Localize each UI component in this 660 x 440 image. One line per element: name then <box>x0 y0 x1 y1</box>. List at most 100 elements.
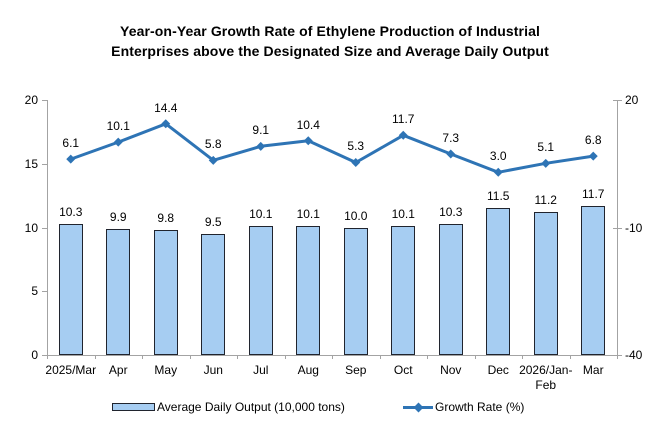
legend-label-average-daily-output: Average Daily Output (10,000 tons) <box>157 400 345 414</box>
bar-value-label: 10.0 <box>344 208 368 223</box>
bar-value-label: 9.8 <box>157 211 175 226</box>
left-axis-tick-label: 10 <box>24 220 38 235</box>
x-axis-tick <box>237 355 238 359</box>
line-value-label: 6.1 <box>62 136 80 151</box>
x-axis-category-label: Dec <box>487 363 509 377</box>
x-axis-tick <box>47 355 48 359</box>
x-axis-category-label: 2026/Jan- Feb <box>519 363 573 392</box>
line-point-marker <box>588 151 598 161</box>
x-axis-category-label: Oct <box>393 363 413 377</box>
line-value-label: 14.4 <box>154 100 178 115</box>
x-axis-category-label: Jun <box>203 363 223 377</box>
bar <box>153 230 178 355</box>
line-point-marker <box>256 141 266 151</box>
line-value-label: 9.1 <box>252 123 270 138</box>
left-axis-tick <box>42 291 48 292</box>
bar-value-label: 10.1 <box>296 207 320 222</box>
growth-rate-line <box>69 122 595 174</box>
line-point-marker <box>113 137 123 147</box>
x-axis-tick <box>332 355 333 359</box>
bar <box>201 233 226 355</box>
line-value-label: 11.7 <box>392 112 415 127</box>
line-value-label: 5.1 <box>537 140 555 155</box>
bar <box>391 226 416 355</box>
line-point-marker <box>541 158 551 168</box>
line-swatch-icon <box>403 400 433 414</box>
left-y-axis <box>47 100 48 355</box>
bar-value-label: 11.7 <box>582 186 605 201</box>
x-axis-tick <box>142 355 143 359</box>
line-value-label: 10.1 <box>106 119 130 134</box>
bar <box>343 227 368 355</box>
chart-title-line1: Year-on-Year Growth Rate of Ethylene Pro… <box>120 23 540 39</box>
bar-value-label: 10.1 <box>249 207 273 222</box>
bar-value-label: 9.5 <box>204 214 222 229</box>
bar <box>58 223 83 355</box>
line-point-marker <box>303 136 313 146</box>
x-axis-category-label: 2025/Mar <box>45 363 97 377</box>
legend-item-growth-rate: Growth Rate (%) <box>403 400 524 414</box>
x-axis-category-label: Sep <box>345 363 367 377</box>
left-axis-tick <box>42 228 48 229</box>
right-axis-tick <box>613 100 622 101</box>
bar <box>106 228 131 355</box>
x-axis-tick <box>570 355 571 359</box>
x-axis-tick <box>475 355 476 359</box>
left-axis-tick-label: 15 <box>24 156 38 171</box>
x-axis-tick <box>522 355 523 359</box>
right-axis-tick-label: 20 <box>625 93 639 107</box>
left-axis-tick-label: 20 <box>24 93 38 107</box>
x-axis-category-label: Nov <box>440 363 462 377</box>
legend-label-growth-rate: Growth Rate (%) <box>435 400 525 414</box>
line-value-label: 5.3 <box>347 139 365 154</box>
bar-value-label: 10.3 <box>439 204 463 219</box>
x-axis-tick <box>427 355 428 359</box>
line-point-marker <box>446 149 456 159</box>
right-axis-tick-label: -40 <box>625 348 643 362</box>
bar <box>438 223 463 355</box>
left-axis-tick <box>42 355 48 356</box>
x-axis-category-label: Aug <box>297 363 319 377</box>
bar-value-label: 10.1 <box>391 207 415 222</box>
left-axis-tick-label: 5 <box>31 284 38 299</box>
bar <box>486 208 511 355</box>
bar-value-label: 9.9 <box>109 209 127 224</box>
x-axis-tick <box>285 355 286 359</box>
x-axis-tick <box>190 355 191 359</box>
bar-swatch-icon <box>112 403 155 411</box>
line-value-label: 10.4 <box>296 117 320 132</box>
right-y-axis <box>617 100 618 355</box>
right-axis-tick <box>613 228 622 229</box>
x-axis-tick <box>617 355 618 359</box>
bar-value-label: 11.2 <box>534 193 557 208</box>
bar <box>581 205 606 355</box>
bar-value-label: 11.5 <box>487 189 510 204</box>
chart-title: Year-on-Year Growth Rate of Ethylene Pro… <box>0 21 660 61</box>
x-axis-category-label: Apr <box>108 363 128 377</box>
line-point-marker <box>161 119 171 129</box>
legend-item-average-daily-output: Average Daily Output (10,000 tons) <box>112 400 345 414</box>
bar-value-label: 10.3 <box>59 204 83 219</box>
line-point-marker <box>398 130 408 140</box>
x-axis-category-label: May <box>154 363 178 377</box>
x-axis-category-label: Mar <box>582 363 604 377</box>
line-value-label: 3.0 <box>489 149 507 164</box>
x-axis-category-label: Jul <box>253 363 269 377</box>
bar <box>248 226 273 355</box>
bar <box>296 226 321 355</box>
line-point-marker <box>208 155 218 165</box>
x-axis-tick <box>95 355 96 359</box>
left-axis-tick <box>42 164 48 165</box>
line-value-label: 6.8 <box>584 133 602 148</box>
right-axis-tick-label: -10 <box>625 220 643 235</box>
left-axis-tick <box>42 100 48 101</box>
line-point-marker <box>493 167 503 177</box>
left-axis-tick-label: 0 <box>31 348 38 362</box>
line-value-label: 5.8 <box>204 137 222 152</box>
line-point-marker <box>351 157 361 167</box>
line-value-label: 7.3 <box>442 130 460 145</box>
bar <box>533 212 558 355</box>
line-point-marker <box>66 154 76 164</box>
chart-title-line2: Enterprises above the Designated Size an… <box>111 43 549 59</box>
